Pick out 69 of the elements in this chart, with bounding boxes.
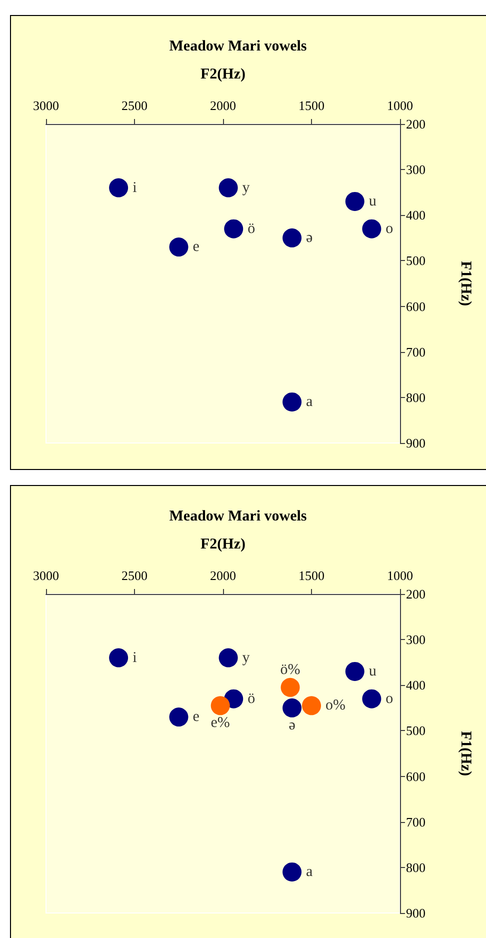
y-tick-label: 200 [406,116,426,132]
annotation: ə [288,717,296,734]
y-tick-label: 600 [406,298,426,314]
point [210,696,230,716]
annotation: e [192,239,200,256]
annotation: a [306,864,314,880]
x-axis-title: F2(Hz) [200,536,246,552]
annotation: ö [248,690,256,707]
annotation: ö [248,220,256,237]
annotation: o [386,690,394,707]
y-tick-label: 800 [406,860,426,875]
x-tick-label: 2500 [122,98,148,113]
y-tick-label: 400 [406,208,426,223]
point [302,696,321,716]
x-tick-label: 2000 [210,98,236,113]
chart-title: Meadow Mari vowels [169,508,307,524]
y-axis-title: F1(Hz) [458,731,474,776]
annotation: y [242,180,250,196]
annotation: u [368,193,377,210]
annotation: u [368,663,377,680]
x-tick-label: 1000 [387,98,413,113]
point [109,648,128,668]
y-tick-label: 900 [406,906,426,920]
annotation: e [192,709,200,726]
point [345,192,364,211]
point [224,219,244,238]
y-axis-title: F1(Hz) [458,261,474,306]
annotation: o [386,220,394,237]
x-tick-label: 3000 [33,98,59,113]
x-tick-label: 1000 [387,568,413,583]
point [280,678,300,697]
y-tick-label: 400 [406,678,426,693]
point [169,708,188,727]
x-tick-label: 1500 [298,568,324,583]
chart-title: Meadow Mari vowels [169,38,307,54]
point [218,178,238,198]
x-tick-label: 3000 [33,568,59,583]
point [282,228,302,248]
annotation: a [306,394,314,410]
y-tick-label: 700 [406,344,426,360]
annotation: y [242,650,250,666]
point [218,648,238,668]
x-tick-label: 2500 [122,568,148,583]
point [109,178,128,198]
x-axis-title: F2(Hz) [200,66,246,82]
annotation: i [132,650,137,666]
y-tick-label: 300 [406,162,426,178]
y-tick-label: 600 [406,768,426,784]
y-tick-label: 500 [406,723,426,738]
annotation: o% [326,698,346,714]
y-tick-label: 900 [406,436,426,450]
point [282,862,302,882]
point [362,689,382,708]
y-tick-label: 500 [406,253,426,268]
point [345,662,364,681]
y-tick-label: 300 [406,632,426,648]
point [282,698,302,718]
annotation: ö% [280,662,300,678]
point [362,219,382,238]
y-tick-label: 800 [406,390,426,405]
y-tick-label: 700 [406,814,426,830]
point [282,392,302,412]
x-tick-label: 1500 [298,98,324,113]
x-tick-label: 2000 [210,568,236,583]
y-tick-label: 200 [406,586,426,602]
annotation: e% [210,715,230,732]
annotation: i [132,180,137,196]
point [169,238,188,257]
annotation: ə [306,230,314,246]
